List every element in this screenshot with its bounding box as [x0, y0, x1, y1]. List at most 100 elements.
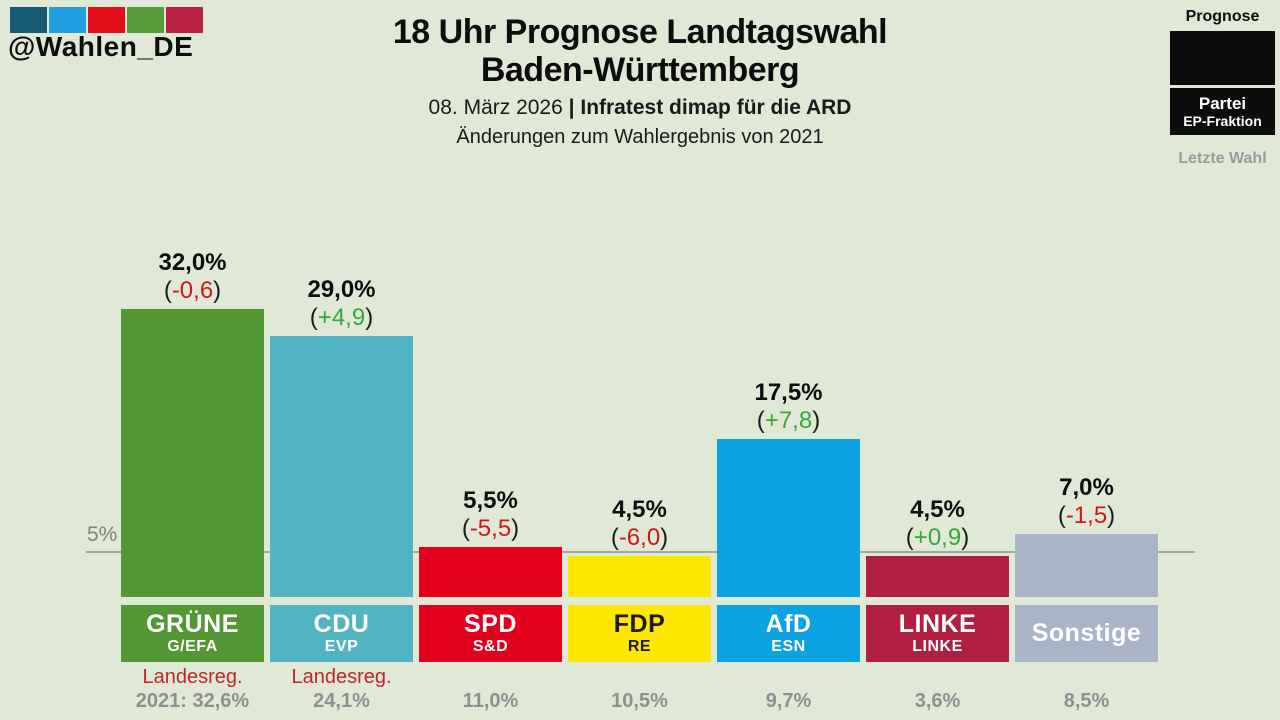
bar-percent: 4,5% [612, 496, 667, 523]
bar-change-value: -6,0 [618, 524, 661, 551]
bar [568, 556, 711, 597]
page-title-line2: Baden-Württemberg [480, 51, 800, 89]
subtitle-source: Infratest dimap für die ARD [580, 96, 852, 119]
last-election-result: 3,6% [914, 690, 961, 712]
bar-percent: 29,0% [307, 276, 376, 303]
bar-change-value: -1,5 [1065, 502, 1108, 529]
bar [1015, 534, 1158, 597]
bar-column: 29,0% (+4,9) CDU EVP Landesreg. 24,1% [270, 0, 413, 720]
bar-value-label: 5,5% (-5,5) [384, 487, 597, 543]
legend-party-box: Partei EP-Fraktion [1170, 88, 1275, 135]
bar [419, 547, 562, 597]
page-title-line1: 18 Uhr Prognose Landtagswahl [392, 13, 888, 51]
bar [270, 336, 413, 597]
party-name: AfD [765, 610, 812, 638]
bar-percent: 17,5% [754, 379, 823, 406]
brand-logo [10, 7, 203, 33]
bar-value-label: 4,5% (+0,9) [831, 496, 1044, 552]
legend-prognose-label: Prognose [1185, 8, 1260, 25]
government-note: Landesreg. [291, 666, 392, 688]
bar-percent: 5,5% [463, 487, 518, 514]
paren-open: ( [905, 524, 914, 551]
bar-change: (+7,8) [682, 406, 895, 435]
paren-open: ( [461, 515, 470, 542]
paren-close: ) [660, 524, 669, 551]
bar-change: (-1,5) [980, 501, 1193, 530]
party-name: CDU [313, 610, 370, 638]
bar-change-value: -5,5 [469, 515, 512, 542]
party-label-box: FDP RE [568, 605, 711, 662]
subtitle-date: 08. März 2026 [428, 96, 569, 119]
bar-change-value: -0,6 [171, 277, 214, 304]
party-name: Sonstige [1031, 619, 1142, 647]
bar [717, 439, 860, 597]
logo-square [10, 7, 47, 33]
party-name: GRÜNE [146, 610, 239, 638]
bar-change: (-5,5) [384, 514, 597, 543]
bar [121, 309, 264, 597]
bar-percent: 32,0% [158, 249, 227, 276]
last-election-result: 2021: 32,6% [135, 690, 250, 712]
party-label-box: GRÜNE G/EFA [121, 605, 264, 662]
bar-column: 4,5% (+0,9) LINKE LINKE 3,6% [866, 0, 1009, 720]
paren-close: ) [961, 524, 970, 551]
bar-column: 32,0% (-0,6) GRÜNE G/EFA Landesreg. 2021… [121, 0, 264, 720]
party-faction: G/EFA [167, 638, 218, 655]
last-election-result: 24,1% [313, 690, 370, 712]
paren-open: ( [756, 407, 765, 434]
paren-close: ) [1107, 502, 1116, 529]
bar-percent: 4,5% [910, 496, 965, 523]
bar-change: (-0,6) [86, 276, 299, 305]
paren-close: ) [511, 515, 520, 542]
bar-column: 7,0% (-1,5) Sonstige 8,5% [1015, 0, 1158, 720]
threshold-label: 5% [87, 523, 118, 546]
party-faction: S&D [472, 638, 509, 655]
bar-change: (-6,0) [533, 523, 746, 552]
brand-handle: @Wahlen_DE [8, 31, 194, 62]
paren-open: ( [163, 277, 172, 304]
logo-square [49, 7, 86, 33]
paren-open: ( [1057, 502, 1066, 529]
header: 18 Uhr Prognose Landtagswahl Baden-Württ… [392, 13, 888, 149]
bar [866, 556, 1009, 597]
bar-change: (+0,9) [831, 523, 1044, 552]
party-faction: ESN [771, 638, 806, 655]
legend-faction-label: EP-Fraktion [1183, 113, 1262, 129]
bar-change: (+4,9) [235, 303, 448, 332]
logo-square [88, 7, 125, 33]
party-label-box: Sonstige [1015, 605, 1158, 662]
bar-value-label: 7,0% (-1,5) [980, 474, 1193, 530]
paren-close: ) [213, 277, 222, 304]
party-label-box: CDU EVP [270, 605, 413, 662]
legend-party-label: Partei [1198, 94, 1247, 113]
last-election-result: 10,5% [611, 690, 668, 712]
bar-change-value: +7,8 [764, 407, 813, 434]
bar-percent: 7,0% [1059, 474, 1114, 501]
party-faction: LINKE [912, 638, 963, 655]
subtitle-separator: | [568, 96, 581, 119]
party-faction: RE [627, 638, 652, 655]
bar-value-label: 17,5% (+7,8) [682, 379, 895, 435]
party-label-box: AfD ESN [717, 605, 860, 662]
last-election-result: 11,0% [462, 690, 519, 712]
paren-open: ( [309, 304, 318, 331]
paren-close: ) [812, 407, 821, 434]
change-note: Änderungen zum Wahlergebnis von 2021 [456, 126, 824, 148]
bar-column: 4,5% (-6,0) FDP RE 10,5% [568, 0, 711, 720]
bar-change-value: +0,9 [913, 524, 962, 551]
legend-bar-sample [1170, 31, 1275, 85]
threshold-line [86, 551, 1195, 553]
bar-change-value: +4,9 [317, 304, 366, 331]
legend-last-election-label: Letzte Wahl [1178, 150, 1267, 167]
party-label-box: LINKE LINKE [866, 605, 1009, 662]
bar-value-label: 29,0% (+4,9) [235, 276, 448, 332]
party-name: LINKE [898, 610, 977, 638]
logo-square [166, 7, 203, 33]
logo-square [127, 7, 164, 33]
bar-column: 17,5% (+7,8) AfD ESN 9,7% [717, 0, 860, 720]
party-name: SPD [464, 610, 517, 638]
subtitle: 08. März 2026 | Infratest dimap für die … [393, 96, 887, 120]
paren-open: ( [610, 524, 619, 551]
paren-close: ) [365, 304, 374, 331]
